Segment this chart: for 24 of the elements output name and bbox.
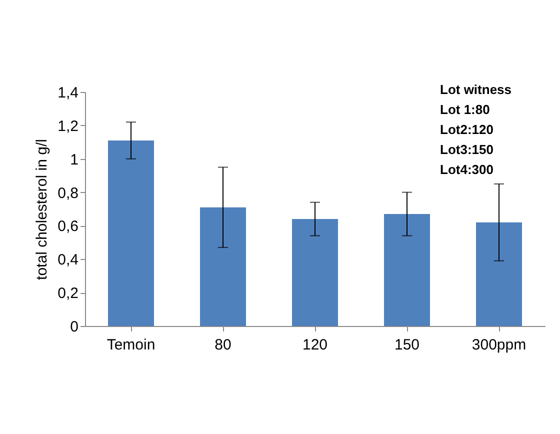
y-tick-label: 1 bbox=[70, 151, 78, 168]
bar bbox=[200, 207, 246, 326]
y-tick-label: 0,4 bbox=[58, 252, 78, 269]
x-tick-label: 120 bbox=[302, 336, 328, 354]
bar bbox=[384, 214, 430, 326]
x-tick-label: 300ppm bbox=[472, 336, 526, 354]
y-axis-title: total cholesterol in g/l bbox=[34, 139, 51, 280]
y-tick-label: 1,2 bbox=[58, 118, 78, 135]
bar bbox=[476, 222, 522, 326]
y-tick-label: 0,2 bbox=[58, 285, 78, 302]
y-tick-label: 0,6 bbox=[58, 218, 78, 236]
annotation: Lot4:300 bbox=[440, 162, 494, 177]
annotation: Lot witness bbox=[440, 82, 512, 97]
x-tick-label: 80 bbox=[214, 336, 232, 354]
annotation: Lot2:120 bbox=[440, 122, 494, 137]
y-tick-label: 0,8 bbox=[58, 184, 78, 202]
x-tick-label: 150 bbox=[394, 336, 420, 354]
annotation: Lot 1:80 bbox=[440, 102, 490, 117]
y-tick-label: 1,4 bbox=[58, 84, 78, 102]
bar bbox=[292, 219, 338, 326]
x-tick-label: Temoin bbox=[106, 336, 156, 354]
y-tick-label: 0 bbox=[70, 318, 78, 336]
bar bbox=[108, 140, 154, 326]
annotation: Lot3:150 bbox=[440, 142, 494, 157]
